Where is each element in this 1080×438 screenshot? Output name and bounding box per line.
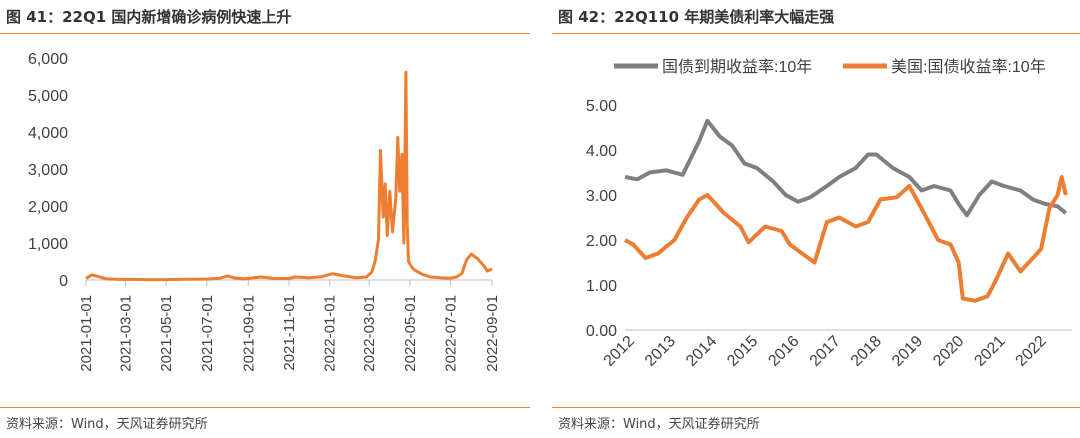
x-tick-label: 2019 — [889, 333, 926, 370]
x-tick-label: 2017 — [807, 333, 844, 370]
x-tick-label: 2021-07-01 — [199, 295, 216, 372]
x-tick-label: 2022-03-01 — [361, 295, 378, 372]
x-tick-label: 2022 — [1013, 333, 1050, 370]
chart-title-left: 图 41：22Q1 国内新增确诊病例快速上升 — [6, 8, 292, 26]
y-tick-label: 2.00 — [586, 233, 617, 250]
x-tick-label: 2021-09-01 — [240, 295, 257, 372]
y-tick-label: 0.00 — [586, 323, 617, 340]
x-tick-label: 2016 — [765, 333, 802, 370]
y-tick-label: 5,000 — [28, 88, 68, 105]
legend: 国债到期收益率:10年 美国:国债收益率:10年 — [614, 58, 1046, 76]
y-tick-label: 3.00 — [586, 188, 617, 205]
x-tick-label: 2021-05-01 — [158, 295, 175, 372]
source-note-left: 资料来源：Wind，天风证券研究所 — [6, 417, 208, 432]
source-rule-right — [552, 407, 1080, 408]
x-tick-label: 2021-11-01 — [281, 295, 298, 371]
left-x-axis: 2021-01-01 2021-03-01 2021-05-01 2021-07-01… — [78, 279, 501, 372]
source-note-right: 资料来源：Wind，天风证券研究所 — [558, 417, 760, 432]
x-tick-label: 2021-01-01 — [78, 295, 95, 372]
y-tick-label: 0 — [59, 273, 68, 290]
x-tick-label: 2022-07-01 — [443, 295, 460, 372]
x-tick-label: 2022-01-01 — [322, 295, 339, 372]
chart-title-right: 图 42：22Q110 年期美债利率大幅走强 — [558, 8, 835, 26]
x-tick-label: 2021-03-01 — [117, 295, 134, 372]
left-y-axis: 0 1,000 2,000 3,000 4,000 5,000 6,000 — [28, 51, 68, 290]
y-tick-label: 6,000 — [28, 51, 68, 68]
x-tick-label: 2013 — [642, 333, 679, 370]
series-line-cases — [85, 70, 493, 282]
x-tick-label: 2022-09-01 — [484, 295, 501, 372]
x-tick-label: 2021 — [971, 333, 1008, 370]
x-tick-label: 2018 — [848, 333, 885, 370]
legend-label: 美国:国债收益率:10年 — [891, 58, 1046, 76]
y-tick-label: 4,000 — [28, 125, 68, 142]
y-tick-label: 4.00 — [586, 143, 617, 160]
series-line-us-10y — [624, 175, 1068, 303]
y-tick-label: 1.00 — [586, 278, 617, 295]
source-rule-left — [0, 407, 530, 408]
y-tick-label: 1,000 — [28, 236, 68, 253]
right-series — [624, 118, 1068, 303]
y-tick-label: 5.00 — [586, 98, 617, 115]
chart-panel-right: 图 42：22Q110 年期美债利率大幅走强 国债到期收益率:10年 美国:国债收… — [552, 0, 1080, 438]
right-y-axis: 0.00 1.00 2.00 3.00 4.00 5.00 — [586, 98, 617, 340]
title-rule-left — [0, 33, 530, 34]
series-line-cn-10y — [624, 118, 1068, 218]
chart-panel-left: 图 41：22Q1 国内新增确诊病例快速上升 0 1,000 2,000 3,000 4… — [0, 0, 530, 438]
x-tick-label: 2020 — [930, 333, 967, 370]
bond-yield-chart: 国债到期收益率:10年 美国:国债收益率:10年 0.00 1.00 2.00 3.00… — [586, 58, 1072, 370]
title-rule-right — [552, 33, 1080, 34]
covid-cases-chart: 0 1,000 2,000 3,000 4,000 5,000 6,000 2021-01-… — [28, 51, 501, 372]
x-tick-label: 2022-05-01 — [402, 295, 419, 372]
left-series — [85, 70, 493, 282]
x-tick-label: 2015 — [724, 333, 761, 370]
x-tick-label: 2014 — [683, 333, 720, 370]
y-tick-label: 2,000 — [28, 199, 68, 216]
y-tick-label: 3,000 — [28, 162, 68, 179]
legend-label: 国债到期收益率:10年 — [662, 58, 812, 76]
right-x-axis: 2012 2013 2014 2015 2016 2017 2018 2019 2020 2021… — [601, 329, 1072, 370]
